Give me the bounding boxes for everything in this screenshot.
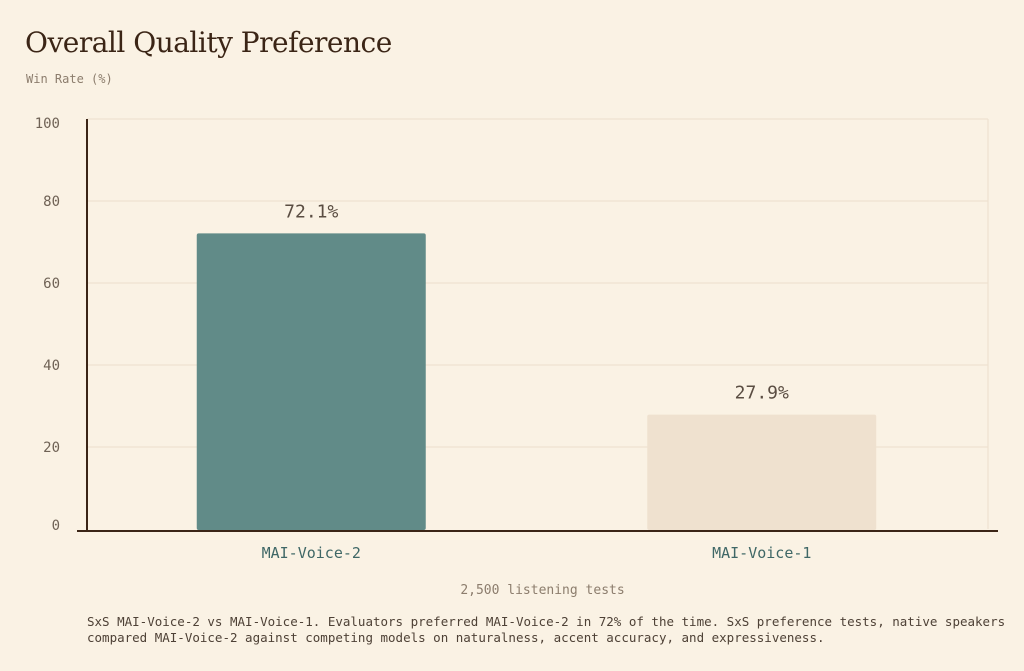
bar-mai-voice-2 bbox=[196, 233, 426, 530]
y-tick-label: 80 bbox=[43, 194, 60, 210]
y-tick-labels: 0 20 40 60 80 100 bbox=[35, 116, 60, 534]
footnote: SxS MAI-Voice-2 vs MAI-Voice-1. Evaluato… bbox=[87, 614, 1006, 645]
y-tick-label: 40 bbox=[43, 358, 60, 374]
x-tick-label: MAI-Voice-2 bbox=[262, 544, 361, 562]
chart-title: Overall Quality Preference bbox=[25, 26, 392, 59]
y-tick-label: 60 bbox=[43, 276, 60, 292]
x-tick-label: MAI-Voice-1 bbox=[712, 544, 811, 562]
y-tick-label: 100 bbox=[35, 116, 60, 132]
y-tick-label: 20 bbox=[43, 440, 60, 456]
x-tick-labels: MAI-Voice-2 MAI-Voice-1 bbox=[262, 544, 812, 562]
value-labels: 72.1% 27.9% bbox=[284, 201, 789, 403]
value-label: 27.9% bbox=[735, 383, 789, 404]
value-label: 72.1% bbox=[284, 201, 338, 222]
bars bbox=[196, 233, 877, 530]
bar-mai-voice-1 bbox=[647, 414, 877, 530]
x-axis-label: 2,500 listening tests bbox=[460, 583, 625, 598]
y-axis-label: Win Rate (%) bbox=[26, 72, 113, 86]
y-tick-label: 0 bbox=[52, 518, 60, 534]
